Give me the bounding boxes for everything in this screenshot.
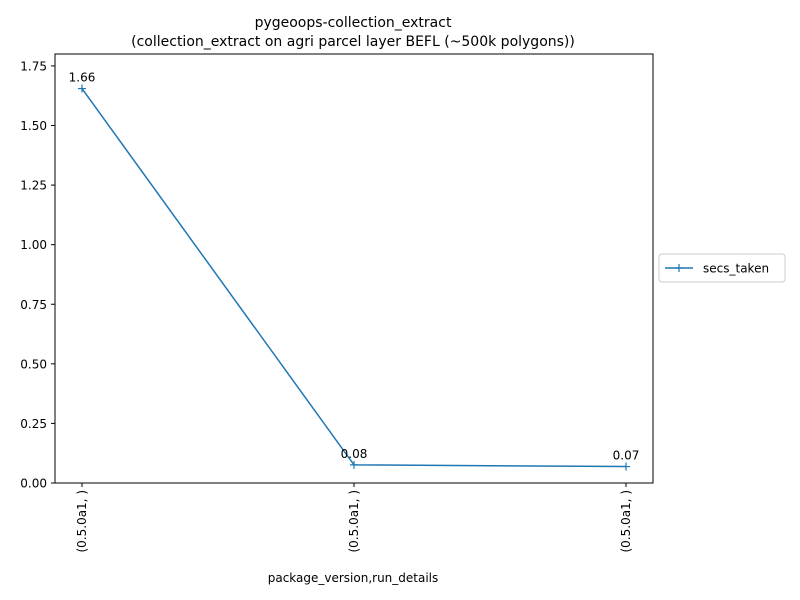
y-tick-label: 0.25	[20, 417, 47, 431]
y-tick-label: 0.75	[20, 298, 47, 312]
y-tick-label: 1.00	[20, 238, 47, 252]
y-tick-label: 1.75	[20, 59, 47, 73]
legend: secs_taken	[658, 253, 786, 283]
data-point	[350, 460, 358, 469]
x-axis: (0.5.0a1, ) (0.5.0a1, ) (0.5.0a1, )	[75, 483, 633, 553]
chart-title: pygeoops-collection_extract	[255, 15, 452, 31]
legend-marker-icon	[675, 264, 683, 272]
legend-label: secs_taken	[703, 262, 769, 276]
x-tick-label: (0.5.0a1, )	[619, 490, 633, 553]
y-tick-label: 0.00	[20, 477, 47, 491]
y-tick-label: 1.25	[20, 179, 47, 193]
x-axis-label: package_version,run_details	[268, 571, 439, 585]
y-axis: 0.00 0.25 0.50 0.75 1.00 1.25 1.50 1.75	[20, 59, 55, 491]
data-label: 1.66	[69, 71, 96, 85]
series-layer: 1.66 0.08 0.07	[69, 71, 640, 471]
data-point	[622, 462, 630, 471]
x-tick-label: (0.5.0a1, )	[75, 490, 89, 553]
x-tick-label: (0.5.0a1, )	[347, 490, 361, 553]
legend-box	[658, 253, 786, 283]
data-label: 0.07	[613, 449, 640, 463]
y-tick-label: 1.50	[20, 119, 47, 133]
data-point	[78, 84, 86, 93]
y-tick-label: 0.50	[20, 357, 47, 371]
chart-subtitle: (collection_extract on agri parcel layer…	[131, 34, 575, 50]
data-label: 0.08	[341, 447, 368, 461]
plot-area	[54, 53, 654, 484]
